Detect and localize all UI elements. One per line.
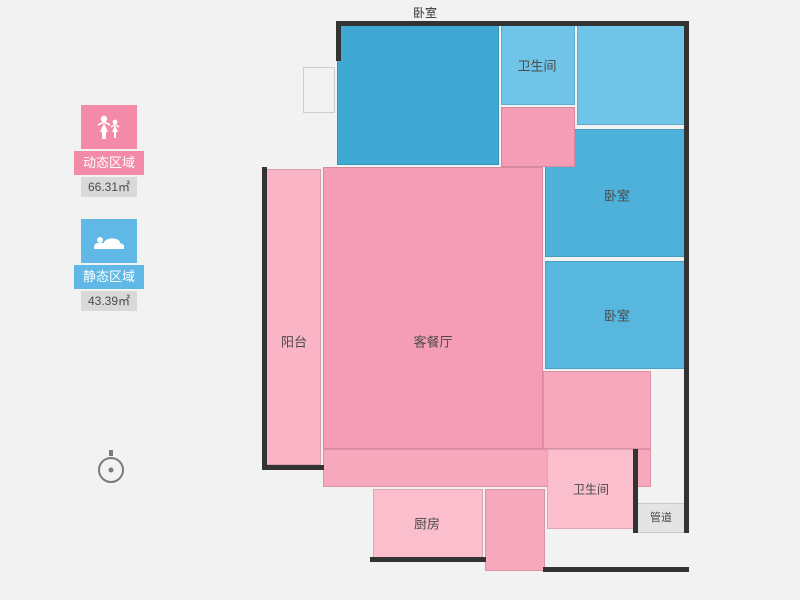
room-bedroom-top-main — [337, 25, 499, 165]
wall-1 — [684, 21, 689, 533]
legend-dynamic-value: 66.31㎡ — [81, 177, 137, 197]
legend-dynamic-title: 动态区域 — [74, 151, 144, 175]
legend-static-title: 静态区域 — [74, 265, 144, 289]
notch-0 — [303, 67, 335, 113]
wall-7 — [633, 449, 638, 533]
legend-panel: 动态区域 66.31㎡ 静态区域 43.39㎡ — [65, 105, 153, 333]
legend-static-value: 43.39㎡ — [81, 291, 137, 311]
room-label-bedroom-right-2: 卧室 — [604, 306, 630, 325]
legend-dynamic: 动态区域 66.31㎡ — [65, 105, 153, 197]
room-label-bath-top: 卫生间 — [517, 56, 556, 75]
room-living-ext-right — [501, 107, 575, 167]
room-balcony — [265, 169, 321, 465]
wall-3 — [262, 465, 324, 470]
people-icon — [81, 105, 137, 149]
wall-6 — [336, 21, 341, 61]
wall-4 — [370, 557, 486, 562]
wall-2 — [262, 167, 267, 467]
sleep-icon — [81, 219, 137, 263]
room-living-lower-ext — [543, 371, 651, 449]
floorplan: 卧室 卫生间卧室卧室阳台客餐厅厨房卫生间管道 — [265, 19, 715, 579]
room-label-shaft: 管道 — [650, 509, 672, 525]
wall-5 — [543, 567, 689, 572]
room-label-bedroom-right-1: 卧室 — [604, 186, 630, 205]
room-label-balcony: 阳台 — [281, 332, 307, 351]
room-label-kitchen: 厨房 — [414, 514, 440, 533]
room-label-bath-bottom: 卫生间 — [573, 481, 609, 498]
room-entry-gap — [485, 489, 545, 571]
compass-icon — [96, 450, 126, 480]
room-living — [323, 167, 543, 449]
room-label-living: 客餐厅 — [413, 332, 452, 351]
room-bath-top-right — [577, 25, 687, 125]
legend-static: 静态区域 43.39㎡ — [65, 219, 153, 311]
wall-0 — [336, 21, 688, 26]
top-wall-label: 卧室 — [413, 4, 437, 21]
